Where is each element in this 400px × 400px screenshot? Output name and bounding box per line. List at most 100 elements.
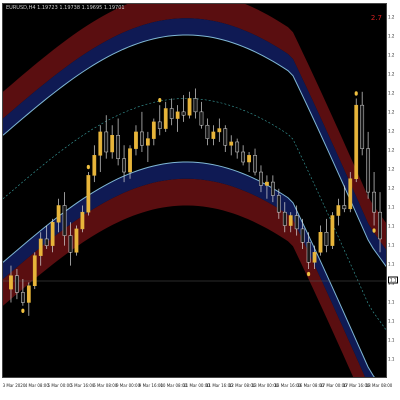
candle-bear xyxy=(116,135,121,159)
candle-bull xyxy=(110,135,115,153)
price-tick-label: 1.2 xyxy=(388,52,395,58)
price-tick-label: 1.1 xyxy=(388,223,395,229)
channel-core xyxy=(3,34,386,377)
time-tick-label: 16 Mar 08:00 xyxy=(297,383,324,388)
candle-bear xyxy=(270,181,275,196)
time-tick-label: 9 Mar 16:00 xyxy=(138,383,163,388)
candle-bear xyxy=(181,111,186,116)
candle-bull xyxy=(32,255,37,286)
time-tick-label: 5 Mar 16:00 xyxy=(70,383,95,388)
candle-bear xyxy=(294,215,299,230)
candle-bear xyxy=(62,205,67,236)
candle-bull xyxy=(134,131,138,149)
price-axis: 1.2 1.2 1.2 1.2 1.2 1.2 1.2 1.2 1.2 1.2 1.1 1.1 1.1 1… xyxy=(387,3,400,378)
candle-bull xyxy=(175,111,180,119)
candle-bear xyxy=(157,121,162,129)
fractal-up-marker xyxy=(158,97,162,103)
candle-bull xyxy=(128,148,132,173)
candle-bear xyxy=(235,141,240,153)
time-tick-label: 9 Mar 00:00 xyxy=(115,383,141,388)
candle-bull xyxy=(354,104,359,179)
candle-bull xyxy=(74,228,79,253)
time-tick-label: 11 Mar 16:00 xyxy=(205,383,233,388)
price-tick-label: 1.1 xyxy=(388,204,395,210)
candle-bear xyxy=(372,191,376,213)
candle-bear xyxy=(20,292,25,303)
candle-bear xyxy=(306,242,311,263)
candle-bull xyxy=(98,131,103,156)
price-tick-label: 1.2 xyxy=(388,128,395,134)
candle-bear xyxy=(169,108,174,119)
price-tick-label: 1.1 xyxy=(388,242,395,248)
time-tick-label: 4 Mar 08:00 xyxy=(24,383,49,388)
candle-bull xyxy=(9,275,13,290)
candlestick-chart xyxy=(3,4,386,377)
time-tick-label: 5 Mar 00:00 xyxy=(47,383,72,388)
upper-inner-line xyxy=(3,34,386,268)
price-tick-label: 1.2 xyxy=(388,33,395,39)
current-price-label: 1.1 xyxy=(388,276,399,284)
time-tick-label: 10 Mar 08:00 xyxy=(160,383,188,388)
candle-bull xyxy=(151,121,156,139)
time-tick-label: 17 Mar 00:00 xyxy=(320,383,347,388)
fractal-down-marker xyxy=(306,271,311,277)
candle-bull xyxy=(217,128,222,133)
candle-bear xyxy=(378,211,382,240)
candle-bull xyxy=(211,131,216,139)
price-tick-label: 1.2 xyxy=(388,109,395,115)
fractal-up-marker xyxy=(86,164,90,170)
candle-bear xyxy=(15,275,19,293)
candle-bear xyxy=(300,228,305,243)
candle-bear xyxy=(253,155,257,173)
price-tick-label: 1.1 xyxy=(388,318,395,324)
candle-bear xyxy=(193,98,198,113)
candle-bull xyxy=(229,141,234,146)
price-tick-label: 1.1 xyxy=(388,337,395,343)
time-tick-label: 6 Mar 08:00 xyxy=(93,383,118,388)
candle-bull xyxy=(38,238,43,256)
candle-bear xyxy=(324,231,329,246)
candle-bear xyxy=(241,151,246,163)
candle-bear xyxy=(104,131,109,153)
price-tick-label: 1.2 xyxy=(388,185,395,191)
candle-bull xyxy=(145,138,150,146)
time-tick-label: 3 Mar 2020 xyxy=(2,383,26,388)
candle-bull xyxy=(265,181,269,186)
candle-bull xyxy=(330,215,335,246)
candle-bear xyxy=(68,235,73,253)
candle-bull xyxy=(312,252,317,263)
corner-label: 2.7 xyxy=(370,14,382,22)
price-tick-label: 1.2 xyxy=(388,71,395,77)
fractal-down-marker xyxy=(21,308,25,314)
fractal-down-marker xyxy=(372,228,376,233)
candle-bull xyxy=(80,211,85,230)
time-tick-label: 13 Mar 16:00 xyxy=(274,383,302,388)
price-tick-label: 1.1 xyxy=(388,299,395,305)
candle-bear xyxy=(342,205,347,210)
candle-bear xyxy=(205,124,210,139)
time-axis: 3 Mar 2020 4 Mar 08:00 5 Mar 00:00 5 Mar 16… xyxy=(2,378,393,400)
candle-bear xyxy=(259,171,263,186)
candle-bear xyxy=(366,148,371,193)
candle-bull xyxy=(247,155,251,163)
price-tick-label: 1.1 xyxy=(388,356,395,362)
time-tick-label: 17 Mar 16:00 xyxy=(342,383,370,388)
candle-bull xyxy=(336,205,341,216)
time-tick-label: 11 Mar 00:00 xyxy=(183,383,210,388)
candle-bull xyxy=(348,178,353,210)
candle-bull xyxy=(26,285,31,303)
candle-bear xyxy=(282,211,287,226)
candle-bear xyxy=(360,104,365,149)
candle-bull xyxy=(50,221,55,246)
time-tick-label: 18 Mar 08:00 xyxy=(365,383,393,388)
candle-bull xyxy=(56,205,61,223)
price-plot[interactable]: EURUSD,H4 1.19723 1.19738 1.19695 1.1970… xyxy=(2,3,387,378)
candle-bull xyxy=(86,175,91,213)
price-tick-label: 1.2 xyxy=(388,14,395,20)
time-tick-label: 13 Mar 00:00 xyxy=(251,383,279,388)
candle-bull xyxy=(163,108,168,129)
time-tick-label: 12 Mar 08:00 xyxy=(228,383,256,388)
candle-bull xyxy=(288,215,293,226)
candle-bear xyxy=(44,238,49,246)
